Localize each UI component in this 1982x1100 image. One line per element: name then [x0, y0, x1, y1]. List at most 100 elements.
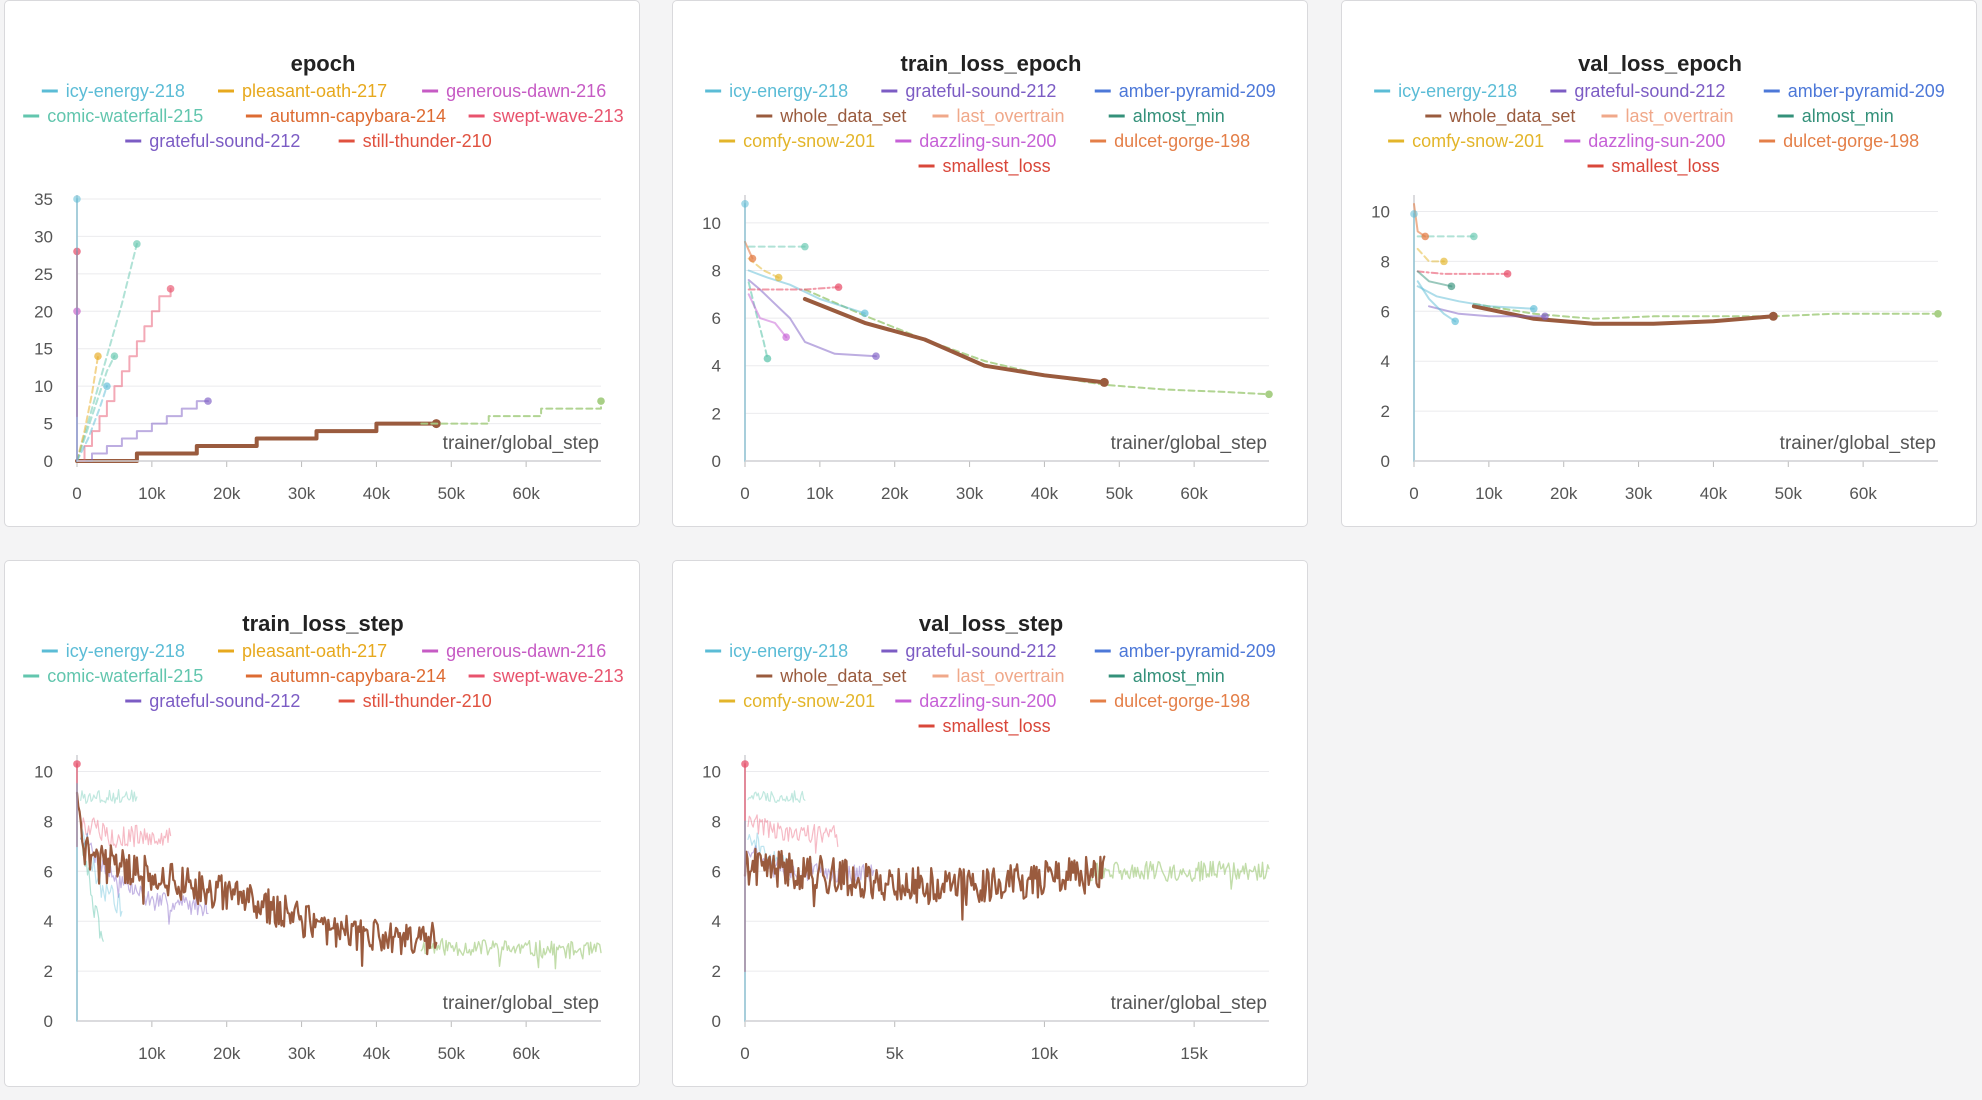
legend-item[interactable]: amber-pyramid-209 — [1094, 641, 1276, 661]
legend-item[interactable]: comfy-snow-201 — [719, 131, 875, 151]
legend-item[interactable]: icy-energy-218 — [41, 81, 185, 101]
series-end-marker — [1410, 210, 1418, 218]
chart-panel-epoch[interactable]: epoch icy-energy-218 pleasant-oath-217 gene… — [4, 0, 640, 527]
legend-item[interactable]: last_overtrain — [1601, 106, 1734, 127]
legend-item[interactable]: dulcet-gorge-198 — [1090, 691, 1250, 711]
series-end-marker — [748, 254, 757, 263]
legend-label: icy-energy-218 — [1398, 81, 1517, 101]
legend-item[interactable]: dazzling-sun-200 — [895, 131, 1056, 151]
series-end-marker — [110, 352, 119, 361]
y-tick-label: 6 — [712, 309, 721, 328]
legend-item[interactable]: autumn-capybara-214 — [245, 666, 446, 686]
legend-item[interactable]: generous-dawn-216 — [422, 81, 606, 101]
series-line-icy-energy-218 — [1416, 280, 1457, 323]
legend-label: swept-wave-213 — [493, 106, 624, 126]
legend-item[interactable]: almost_min — [1108, 106, 1225, 127]
legend-item[interactable]: grateful-sound-212 — [881, 641, 1056, 661]
legend-item[interactable]: pleasant-oath-217 — [218, 641, 387, 661]
grid — [1414, 210, 1938, 462]
legend-item[interactable]: comic-waterfall-215 — [23, 666, 203, 686]
legend-item[interactable]: comfy-snow-201 — [1388, 131, 1544, 151]
chart-panel-train-loss-epoch[interactable]: train_loss_epoch icy-energy-218 grateful-s… — [672, 0, 1308, 527]
chart-panel-val-loss-step[interactable]: val_loss_step icy-energy-218 grateful-soun… — [672, 560, 1308, 1087]
y-tick-label: 2 — [712, 404, 721, 423]
y-tick-label: 10 — [34, 377, 53, 396]
series-end-marker — [1529, 304, 1538, 313]
series-end-marker — [860, 309, 869, 318]
legend-item[interactable]: smallest_loss — [918, 716, 1051, 737]
legend-label: still-thunder-210 — [363, 691, 492, 711]
legend-label: smallest_loss — [1612, 156, 1720, 177]
y-tick-label: 0 — [44, 452, 53, 471]
legend-item[interactable]: almost_min — [1108, 666, 1225, 687]
legend-item[interactable]: smallest_loss — [1587, 156, 1720, 177]
legend-item[interactable]: icy-energy-218 — [41, 641, 185, 661]
series-line-comic-waterfall-215 — [747, 790, 806, 804]
legend-item[interactable]: amber-pyramid-209 — [1763, 81, 1945, 101]
legend-item[interactable]: whole_data_set — [756, 106, 906, 127]
y-tick-label: 6 — [44, 862, 53, 881]
val-loss-epoch-chart: val_loss_epoch icy-energy-218 grateful-sou… — [1371, 51, 1945, 503]
y-tick-label: 8 — [44, 812, 53, 831]
legend-item[interactable]: amber-pyramid-209 — [1094, 81, 1276, 101]
legend-label: whole_data_set — [779, 666, 906, 687]
legend-label: amber-pyramid-209 — [1119, 81, 1276, 101]
legend-item[interactable]: swept-wave-213 — [468, 106, 624, 126]
legend-item[interactable]: whole_data_set — [1425, 106, 1575, 127]
legend-item[interactable]: grateful-sound-212 — [125, 691, 300, 711]
legend-label: still-thunder-210 — [363, 131, 492, 151]
legend-item[interactable]: whole_data_set — [756, 666, 906, 687]
legend-item[interactable]: dulcet-gorge-198 — [1759, 131, 1919, 151]
legend-label: grateful-sound-212 — [149, 691, 300, 711]
chart-panel-train-loss-step[interactable]: train_loss_step icy-energy-218 pleasant-oa… — [4, 560, 640, 1087]
legend-item[interactable]: still-thunder-210 — [338, 131, 492, 151]
legend-label: grateful-sound-212 — [149, 131, 300, 151]
legend-label: smallest_loss — [943, 156, 1051, 177]
y-tick-label: 8 — [712, 261, 721, 280]
legend-item[interactable]: smallest_loss — [918, 156, 1051, 177]
legend-item[interactable]: dazzling-sun-200 — [895, 691, 1056, 711]
legend-item[interactable]: grateful-sound-212 — [881, 81, 1056, 101]
chart-title: train_loss_epoch — [901, 51, 1082, 76]
y-tick-label: 0 — [712, 1012, 721, 1031]
legend-item[interactable]: icy-energy-218 — [705, 81, 848, 101]
legend-item[interactable]: last_overtrain — [932, 106, 1065, 127]
legend-label: amber-pyramid-209 — [1788, 81, 1945, 101]
legend-item[interactable]: pleasant-oath-217 — [218, 81, 387, 101]
series-end-marker — [103, 382, 111, 390]
legend-item[interactable]: almost_min — [1777, 106, 1894, 127]
legend-item[interactable]: comic-waterfall-215 — [23, 106, 203, 126]
series-line-comfy-snow-201 — [747, 257, 780, 279]
legend-item[interactable]: icy-energy-218 — [705, 641, 848, 661]
y-tick-label: 6 — [1381, 302, 1390, 321]
y-tick-label: 4 — [1381, 352, 1390, 371]
series-end-marker — [73, 247, 81, 256]
y-tick-label: 8 — [712, 812, 721, 831]
series-line-grateful-sound-212 — [1428, 305, 1546, 318]
legend-label: comic-waterfall-215 — [47, 106, 203, 126]
y-tick-label: 0 — [44, 1012, 53, 1031]
legend-item[interactable]: grateful-sound-212 — [125, 131, 300, 151]
x-axis-label: trainer/global_step — [1111, 993, 1267, 1014]
y-tick-label: 2 — [1381, 402, 1390, 421]
legend-item[interactable]: dazzling-sun-200 — [1564, 131, 1725, 151]
legend-item[interactable]: generous-dawn-216 — [422, 641, 606, 661]
legend-item[interactable]: last_overtrain — [932, 666, 1065, 687]
legend-item[interactable]: still-thunder-210 — [338, 691, 492, 711]
train-loss-step-chart: train_loss_step icy-energy-218 pleasant-oa… — [23, 611, 624, 1063]
x-tick-label: 10k — [138, 484, 166, 503]
series-line-long_run_green — [420, 937, 602, 970]
legend-label: dazzling-sun-200 — [919, 691, 1056, 711]
x-tick-label: 50k — [438, 1044, 466, 1063]
legend-item[interactable]: autumn-capybara-214 — [245, 106, 446, 126]
x-axis-label: trainer/global_step — [443, 433, 599, 454]
chart-panel-val-loss-epoch[interactable]: val_loss_epoch icy-energy-218 grateful-sou… — [1341, 0, 1977, 527]
x-tick-label: 20k — [881, 484, 909, 503]
legend-item[interactable]: icy-energy-218 — [1374, 81, 1517, 101]
legend-item[interactable]: grateful-sound-212 — [1550, 81, 1725, 101]
legend-item[interactable]: comfy-snow-201 — [719, 691, 875, 711]
legend-label: almost_min — [1802, 106, 1894, 127]
x-tick-label: 60k — [512, 484, 540, 503]
legend-item[interactable]: swept-wave-213 — [468, 666, 624, 686]
legend-item[interactable]: dulcet-gorge-198 — [1090, 131, 1250, 151]
